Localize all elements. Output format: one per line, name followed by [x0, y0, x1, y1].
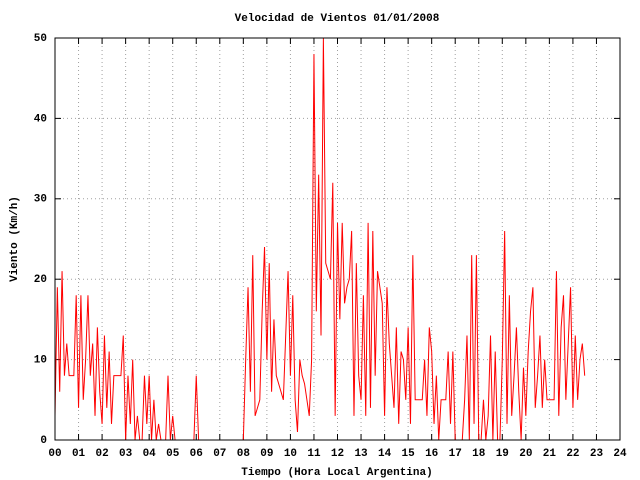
- x-tick-label: 17: [449, 448, 462, 460]
- x-tick-label: 15: [402, 448, 416, 460]
- x-tick-label: 02: [95, 448, 108, 460]
- y-tick-label: 10: [34, 355, 47, 367]
- x-tick-label: 10: [284, 448, 297, 460]
- x-axis-label: Tiempo (Hora Local Argentina): [241, 467, 432, 479]
- chart-title: Velocidad de Vientos 01/01/2008: [235, 13, 440, 25]
- x-tick-label: 13: [354, 448, 368, 460]
- y-tick-label: 40: [34, 113, 47, 125]
- x-tick-label: 01: [72, 448, 86, 460]
- y-tick-label: 50: [34, 33, 47, 45]
- x-tick-label: 08: [237, 448, 251, 460]
- y-tick-label: 20: [34, 274, 47, 286]
- wind-line: [54, 37, 586, 441]
- x-tick-label: 12: [331, 448, 344, 460]
- x-tick-label: 20: [519, 448, 532, 460]
- x-tick-label: 24: [613, 448, 627, 460]
- x-tick-label: 00: [48, 448, 61, 460]
- x-tick-label: 22: [566, 448, 579, 460]
- x-tick-label: 14: [378, 448, 392, 460]
- plot-frame: [54, 37, 621, 441]
- x-tick-label: 16: [425, 448, 438, 460]
- x-tick-label: 05: [166, 448, 180, 460]
- x-tick-label: 06: [190, 448, 203, 460]
- x-tick-label: 09: [260, 448, 273, 460]
- y-axis-label: Viento (Km/h): [9, 196, 21, 282]
- x-tick-label: 07: [213, 448, 226, 460]
- y-tick-label: 30: [34, 194, 47, 206]
- x-tick-label: 23: [590, 448, 604, 460]
- y-tick-label: 0: [40, 435, 47, 447]
- x-tick-label: 21: [543, 448, 557, 460]
- x-tick-label: 11: [307, 448, 321, 460]
- x-tick-label: 04: [143, 448, 157, 460]
- x-tick-label: 03: [119, 448, 133, 460]
- x-tick-label: 18: [472, 448, 486, 460]
- x-tick-label: 19: [496, 448, 509, 460]
